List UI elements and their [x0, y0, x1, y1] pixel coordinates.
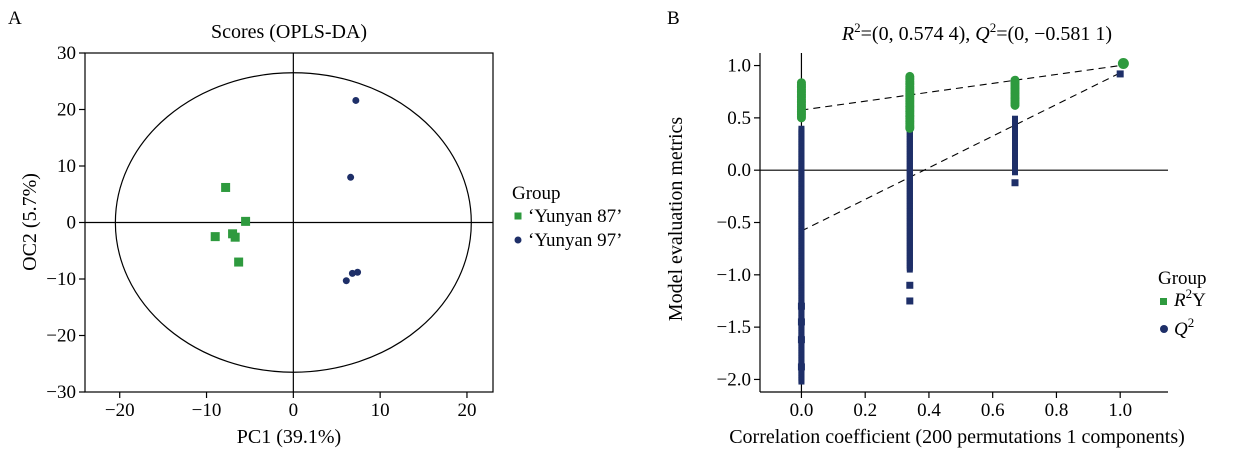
y-tick-label-a: 20 [57, 100, 76, 121]
q2-regression-line [801, 72, 1121, 232]
permutation-point-r2y [905, 71, 915, 81]
x-tick-label-b: 0.6 [981, 400, 1005, 421]
legend-r-symbol: R [1173, 290, 1186, 311]
legend-a: Group ‘Yunyan 87’ ‘Yunyan 97’ [512, 183, 622, 251]
legend-label-q2: Q2 [1174, 315, 1194, 340]
point-q2 [1116, 70, 1124, 78]
y-tick-label-a: 0 [67, 213, 77, 234]
title-r-value: =(0, 0.574 4), [861, 23, 976, 45]
point-q2 [797, 336, 805, 344]
legend-marker-r2y [1160, 298, 1167, 305]
x-tick-label-b: 0.2 [853, 400, 877, 421]
point-series-1 [354, 268, 362, 276]
panel-label-a: A [8, 8, 22, 29]
title-q-symbol: Q [975, 23, 990, 45]
panel-label-b: B [667, 8, 680, 29]
permutation-point-q2 [1012, 115, 1018, 122]
r2y-regression-line [801, 65, 1121, 111]
x-tick-label-b: 0.4 [917, 400, 941, 421]
title-r-symbol: R [841, 23, 854, 45]
legend-r-suffix: Y [1192, 290, 1206, 311]
legend-label-a-1: ‘Yunyan 97’ [528, 230, 622, 251]
x-tick-label-a: −20 [105, 400, 135, 421]
title-q-value: =(0, −0.581 1) [996, 23, 1112, 45]
legend-items-a: ‘Yunyan 87’ ‘Yunyan 97’ [514, 206, 622, 251]
y-tick-label-a: −30 [46, 382, 76, 403]
y-tick-label-b: −1.0 [717, 265, 751, 286]
legend-title-b: Group [1158, 268, 1207, 289]
chart-title-b: R2=(0, 0.574 4), Q2=(0, −0.581 1) [841, 20, 1112, 45]
x-tick-label-a: −10 [192, 400, 222, 421]
point-series-1 [342, 277, 350, 285]
point-series-1 [348, 269, 356, 277]
point-q2 [1011, 179, 1019, 187]
y-tick-label-b: −0.5 [717, 213, 751, 234]
y-tick-label-b: 0.5 [727, 108, 751, 129]
regression-lines [801, 65, 1121, 232]
x-tick-label-a: 10 [371, 400, 390, 421]
x-tick-label-a: 0 [289, 400, 299, 421]
point-series-1 [352, 96, 360, 104]
legend-marker-q2 [1160, 325, 1168, 333]
y-tick-label-a: 10 [57, 156, 76, 177]
panel-a: A Scores (OPLS-DA) −20 −10 0 10 20 −30 −20 −10 0… [8, 8, 622, 448]
legend-q-sup: 2 [1188, 315, 1195, 330]
point-series-0 [210, 232, 220, 242]
permutation-point-r2y [1010, 75, 1020, 85]
y-tick-label-a: −20 [46, 326, 76, 347]
point-series-0 [230, 232, 240, 242]
panel-b: B R2=(0, 0.574 4), Q2=(0, −0.581 1) 0.0 0… [665, 8, 1207, 448]
chart-title-a: Scores (OPLS-DA) [211, 21, 367, 43]
legend-label-r2y: R2Y [1173, 286, 1206, 311]
legend-b: Group R2Y Q2 [1158, 268, 1207, 340]
reference-lines-b [760, 53, 1168, 392]
legend-marker-a-1 [514, 236, 522, 244]
tick-group-b: 0.0 0.2 0.4 0.6 0.8 1.0 −2.0 −1.5 −1.0 −0.5 0.0 0.5… [717, 56, 1133, 421]
point-series-1 [347, 173, 355, 181]
legend-label-a-0: ‘Yunyan 87’ [528, 206, 622, 227]
point-q2 [797, 363, 805, 371]
legend-r-sup: 2 [1186, 286, 1193, 301]
points-a [210, 96, 362, 285]
legend-marker-a-0 [514, 212, 522, 220]
x-tick-label-b: 1.0 [1108, 400, 1132, 421]
x-tick-label-a: 20 [457, 400, 476, 421]
permutation-point-r2y [796, 78, 806, 88]
point-series-0 [221, 182, 231, 192]
reference-lines-a [85, 53, 493, 392]
y-tick-label-a: 30 [57, 43, 76, 64]
point-q2 [797, 318, 805, 326]
tick-group-a: −20 −10 0 10 20 −30 −20 −10 0 10 20 30 [46, 43, 476, 421]
point-r2y [1117, 57, 1129, 69]
y-axis-title-b: Model evaluation metrics [665, 117, 687, 322]
y-tick-label-b: −1.5 [717, 317, 751, 338]
y-tick-label-b: 0.0 [727, 160, 751, 181]
points-b [796, 57, 1129, 385]
x-axis-title-b: Correlation coefficient (200 permutation… [729, 426, 1185, 448]
y-axis-title-a: OC2 (5.7%) [19, 173, 41, 271]
x-axis-title-a: PC1 (39.1%) [237, 426, 341, 448]
y-tick-label-b: 1.0 [727, 56, 751, 77]
y-tick-label-b: −2.0 [717, 369, 751, 390]
point-series-0 [241, 216, 251, 226]
x-tick-label-b: 0.8 [1045, 400, 1069, 421]
legend-q-symbol: Q [1174, 319, 1188, 340]
point-q2 [906, 281, 914, 289]
legend-title-a: Group [512, 183, 561, 204]
point-q2 [797, 302, 805, 310]
title-r-sup: 2 [854, 20, 861, 35]
permutation-point-q2 [798, 125, 805, 132]
title-q-sup: 2 [990, 20, 997, 35]
y-tick-label-a: −10 [46, 269, 76, 290]
point-series-0 [234, 257, 244, 267]
point-q2 [906, 297, 914, 305]
x-tick-label-b: 0.0 [790, 400, 814, 421]
